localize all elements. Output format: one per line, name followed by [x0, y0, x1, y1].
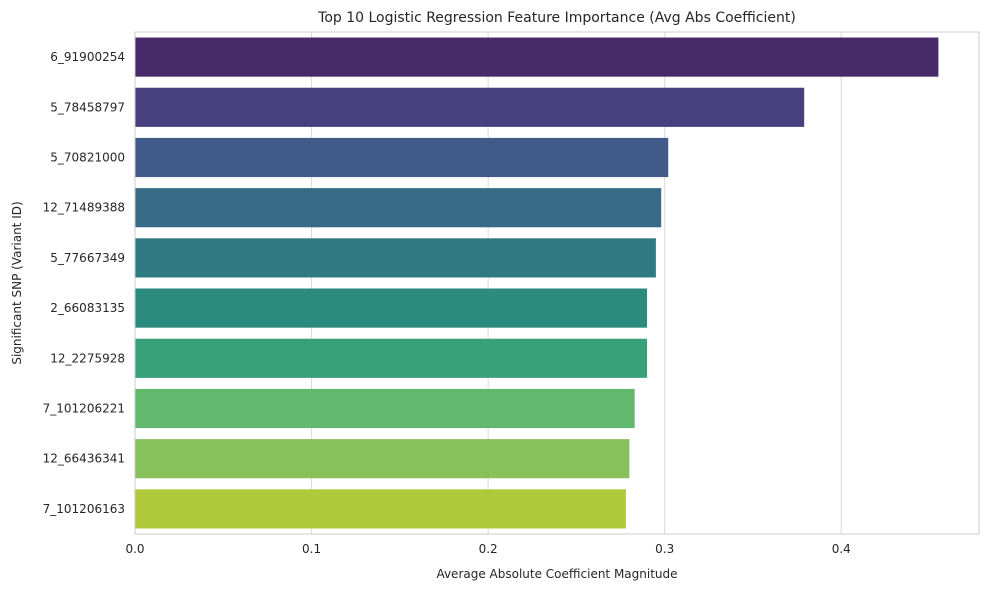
x-tick-label: 0.1: [302, 542, 321, 556]
y-tick-label: 12_66436341: [43, 452, 125, 466]
y-tick-label: 12_2275928: [50, 351, 125, 365]
bar: [135, 338, 648, 378]
x-tick-label: 0.0: [125, 542, 144, 556]
bar: [135, 238, 656, 278]
y-tick-label: 5_78458797: [50, 100, 125, 114]
y-tick-label: 7_101206221: [43, 402, 125, 416]
y-tick-label: 12_71489388: [43, 201, 125, 215]
chart-title: Top 10 Logistic Regression Feature Impor…: [317, 10, 796, 26]
y-tick-label: 5_77667349: [50, 251, 125, 265]
y-tick-label: 7_101206163: [43, 502, 125, 516]
bar-layer: [135, 37, 939, 529]
bar: [135, 188, 662, 228]
bar: [135, 137, 669, 178]
x-tick-labels: 0.0 0.1 0.2 0.3 0.4: [125, 542, 850, 556]
plot-frame: [134, 31, 980, 535]
y-tick-label: 2_66083135: [50, 301, 125, 315]
bar: [135, 37, 939, 77]
x-tick-label: 0.2: [479, 542, 498, 556]
y-axis-label: Significant SNP (Variant ID): [10, 201, 24, 364]
bar: [135, 388, 635, 429]
x-axis-label: Average Absolute Coefficient Magnitude: [436, 567, 677, 581]
bar: [135, 288, 648, 328]
y-tick-label: 6_91900254: [50, 50, 125, 64]
bar: [135, 87, 805, 127]
bar: [135, 489, 626, 529]
bar: [135, 439, 630, 479]
x-tick-label: 0.4: [832, 542, 851, 556]
y-tick-label: 5_70821000: [50, 151, 125, 165]
x-tick-label: 0.3: [655, 542, 674, 556]
y-tick-labels: 6_91900254 5_78458797 5_70821000 12_7148938…: [43, 50, 125, 516]
